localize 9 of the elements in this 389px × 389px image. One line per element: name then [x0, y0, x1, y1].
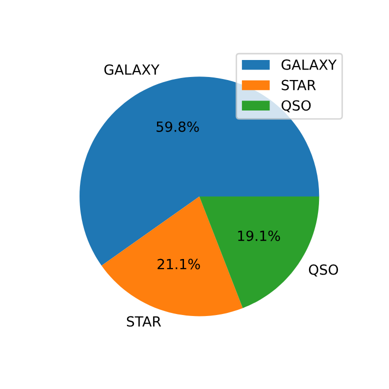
slice-label: STAR: [126, 316, 162, 327]
data-label: 19.1%: [238, 230, 280, 242]
legend-label: STAR: [282, 80, 316, 90]
slice-label: GALAXY: [104, 64, 160, 75]
legend-label: GALAXY: [282, 59, 337, 70]
data-label: 59.8%: [156, 121, 199, 132]
data-label: 21.1%: [158, 258, 200, 270]
legend-label: QSO: [282, 100, 311, 112]
slice-label: QSO: [308, 264, 338, 276]
